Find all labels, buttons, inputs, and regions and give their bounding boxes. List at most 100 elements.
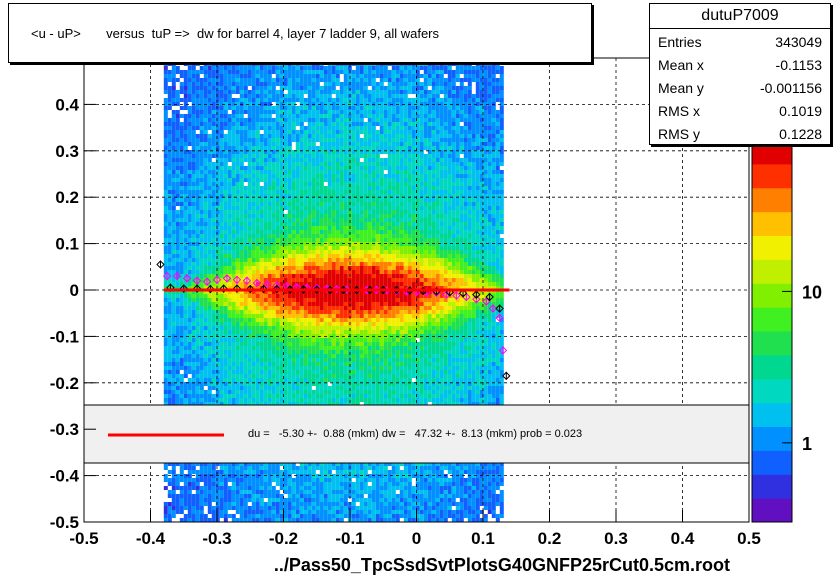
heatmap-cell	[271, 106, 276, 110]
heatmap-cell	[295, 498, 300, 502]
heatmap-cell	[215, 342, 220, 346]
heatmap-cell	[195, 142, 200, 146]
heatmap-cell	[259, 386, 264, 390]
heatmap-cell	[219, 354, 224, 358]
heatmap-cell	[211, 162, 216, 166]
heatmap-cell	[231, 170, 236, 174]
heatmap-cell	[271, 146, 276, 150]
heatmap-cell	[191, 74, 196, 78]
heatmap-cell	[239, 370, 244, 374]
heatmap-cell	[291, 242, 296, 246]
heatmap-cell	[235, 202, 240, 206]
heatmap-cell	[307, 302, 312, 306]
heatmap-cell	[175, 294, 180, 298]
heatmap-cell	[251, 262, 256, 266]
heatmap-cell	[319, 330, 324, 334]
heatmap-cell	[279, 170, 284, 174]
heatmap-cell	[231, 390, 236, 394]
heatmap-cell	[263, 78, 268, 82]
heatmap-cell	[287, 122, 292, 126]
heatmap-cell	[167, 154, 172, 158]
heatmap-cell	[335, 170, 340, 174]
heatmap-cell	[291, 258, 296, 262]
heatmap-cell	[247, 326, 252, 330]
heatmap-cell	[295, 494, 300, 498]
heatmap-cell	[259, 490, 264, 494]
heatmap-cell	[323, 398, 328, 402]
heatmap-cell	[287, 94, 292, 98]
heatmap-cell	[219, 350, 224, 354]
heatmap-cell	[183, 286, 188, 290]
heatmap-cell	[203, 86, 208, 90]
heatmap-cell	[247, 230, 252, 234]
heatmap-cell	[251, 270, 256, 274]
heatmap-cell	[231, 102, 236, 106]
heatmap-cell	[323, 214, 328, 218]
heatmap-cell	[203, 346, 208, 350]
heatmap-cell	[231, 382, 236, 386]
heatmap-cell	[319, 498, 324, 502]
heatmap-cell	[175, 330, 180, 334]
heatmap-cell	[307, 358, 312, 362]
heatmap-cell	[307, 242, 312, 246]
heatmap-cell	[315, 98, 320, 102]
heatmap-cell	[327, 110, 332, 114]
heatmap-cell	[215, 254, 220, 258]
heatmap-cell	[187, 250, 192, 254]
heatmap-cell	[315, 402, 320, 406]
heatmap-cell	[171, 82, 176, 86]
heatmap-cell	[323, 178, 328, 182]
heatmap-cell	[183, 122, 188, 126]
heatmap-cell	[183, 230, 188, 234]
heatmap-cell	[219, 62, 224, 66]
heatmap-cell	[303, 342, 308, 346]
heatmap-cell	[331, 486, 336, 490]
heatmap-cell	[287, 86, 292, 90]
heatmap-cell	[303, 66, 308, 70]
heatmap-cell	[275, 218, 280, 222]
heatmap-cell	[259, 210, 264, 214]
heatmap-cell	[327, 190, 332, 194]
heatmap-cell	[327, 378, 332, 382]
heatmap-cell	[247, 318, 252, 322]
heatmap-cell	[259, 254, 264, 258]
heatmap-cell	[299, 166, 304, 170]
heatmap-cell	[319, 314, 324, 318]
heatmap-cell	[263, 122, 268, 126]
heatmap-cell	[191, 346, 196, 350]
heatmap-cell	[239, 230, 244, 234]
heatmap-cell	[303, 134, 308, 138]
heatmap-cell	[231, 262, 236, 266]
heatmap-cell	[275, 330, 280, 334]
heatmap-cell	[311, 178, 316, 182]
heatmap-cell	[307, 486, 312, 490]
heatmap-cell	[323, 466, 328, 470]
heatmap-cell	[315, 278, 320, 282]
heatmap-cell	[311, 314, 316, 318]
heatmap-cell	[255, 266, 260, 270]
heatmap-cell	[239, 202, 244, 206]
heatmap-cell	[183, 386, 188, 390]
heatmap-cell	[219, 138, 224, 142]
heatmap-cell	[235, 330, 240, 334]
heatmap-cell	[291, 118, 296, 122]
heatmap-cell	[247, 498, 252, 502]
heatmap-cell	[315, 350, 320, 354]
heatmap-cell	[307, 354, 312, 358]
heatmap-cell	[247, 394, 252, 398]
heatmap-cell	[303, 486, 308, 490]
heatmap-cell	[203, 390, 208, 394]
heatmap-cell	[203, 330, 208, 334]
heatmap-cell	[303, 206, 308, 210]
heatmap-cell	[219, 126, 224, 130]
heatmap-cell	[239, 338, 244, 342]
heatmap-cell	[323, 250, 328, 254]
heatmap-cell	[207, 194, 212, 198]
heatmap-cell	[227, 250, 232, 254]
heatmap-cell	[227, 106, 232, 110]
heatmap-cell	[327, 486, 332, 490]
heatmap-cell	[239, 198, 244, 202]
heatmap-cell	[291, 334, 296, 338]
heatmap-cell	[219, 98, 224, 102]
heatmap-cell	[307, 250, 312, 254]
